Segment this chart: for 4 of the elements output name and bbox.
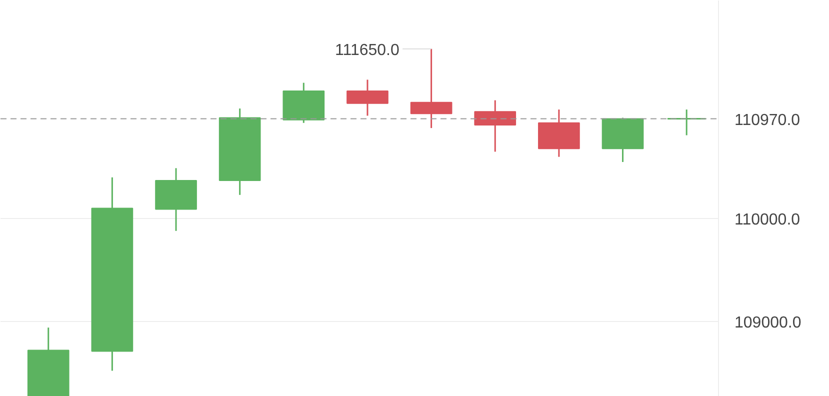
y-tick-label: 110000.0 [734, 212, 800, 229]
ref-line-label: 110970.0 [734, 112, 800, 129]
y-tick-label: 109000.0 [734, 314, 802, 332]
annotation: 111650.0 [335, 42, 400, 59]
